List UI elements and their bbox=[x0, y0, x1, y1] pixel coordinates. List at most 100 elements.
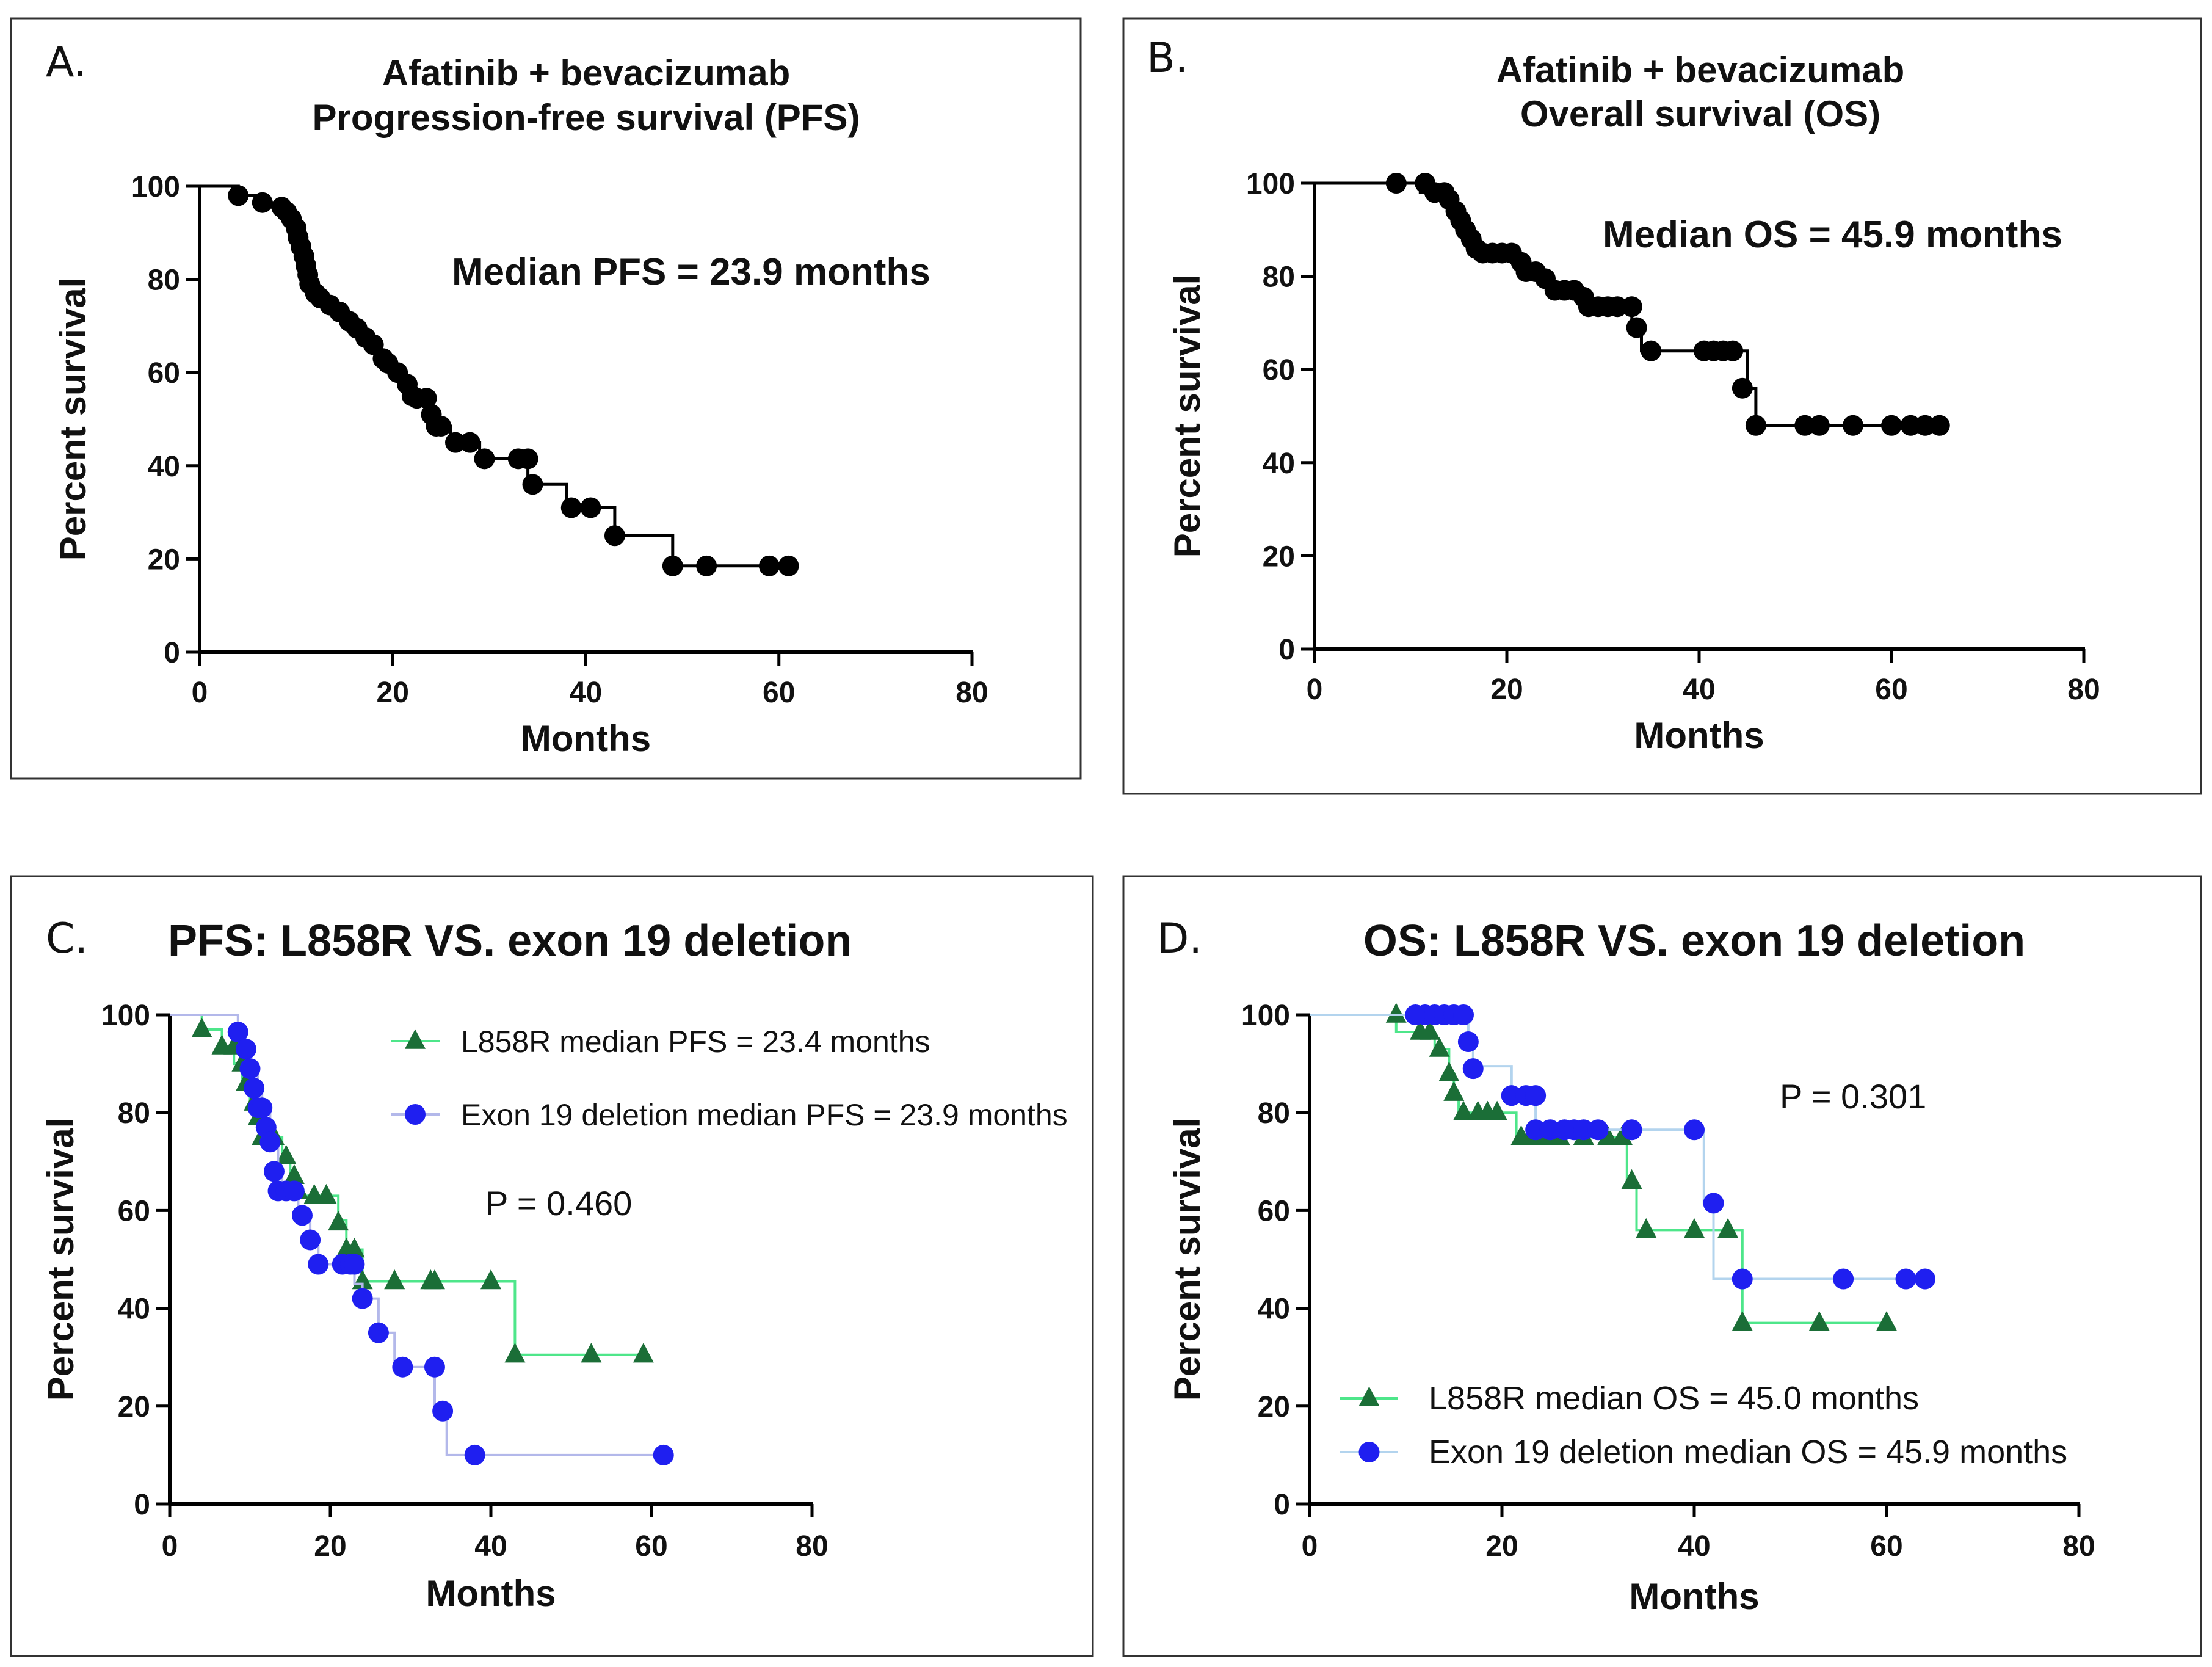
censor-marker-circle bbox=[1621, 296, 1642, 318]
x-tick-label: 40 bbox=[570, 677, 602, 709]
censor-marker-circle bbox=[1385, 173, 1407, 194]
survival-curve bbox=[1310, 1014, 1935, 1280]
panel-frame bbox=[1122, 875, 2202, 1657]
y-tick-label: 60 bbox=[148, 357, 180, 390]
censor-marker-triangle bbox=[480, 1269, 501, 1290]
censor-marker-circle bbox=[778, 555, 799, 576]
censor-marker-circle bbox=[464, 1444, 485, 1465]
y-axis-label: Percent survival bbox=[53, 278, 93, 561]
censor-marker-circle bbox=[522, 474, 543, 495]
chart-title-line: Afatinib + bevacizumab bbox=[1496, 49, 1905, 90]
censor-marker-circle bbox=[1833, 1268, 1854, 1290]
censor-marker-circle bbox=[662, 555, 683, 576]
chart-title-line: Afatinib + bevacizumab bbox=[382, 53, 791, 93]
censor-marker-circle bbox=[1900, 415, 1921, 436]
panel-letter: D. bbox=[1157, 915, 1202, 963]
y-tick-label: 100 bbox=[131, 171, 180, 203]
censor-marker-circle bbox=[416, 388, 437, 409]
x-axis-label: Months bbox=[426, 1573, 556, 1614]
y-tick-label: 60 bbox=[118, 1195, 150, 1227]
series-1 bbox=[1310, 1003, 1897, 1331]
panel-d: D. OS: L858R VS. exon 19 deletion 0 20 40 60 8… bbox=[1122, 875, 2202, 1657]
censor-marker-triangle bbox=[191, 1017, 212, 1037]
censor-marker-triangle bbox=[1385, 1003, 1407, 1023]
censor-marker-circle bbox=[239, 1058, 261, 1080]
censor-marker-circle bbox=[291, 1205, 313, 1226]
censor-marker-circle bbox=[1732, 1268, 1753, 1290]
censor-marker-triangle bbox=[424, 1269, 445, 1290]
censor-marker-triangle bbox=[1732, 1311, 1753, 1331]
y-tick-label: 20 bbox=[148, 543, 180, 576]
series-1 bbox=[1315, 173, 1950, 436]
censor-marker-triangle bbox=[1453, 1100, 1474, 1120]
censor-marker-circle bbox=[560, 497, 582, 518]
censor-marker-circle bbox=[259, 1131, 281, 1153]
y-tick-label: 40 bbox=[148, 451, 180, 483]
censor-marker-triangle bbox=[384, 1269, 405, 1290]
censor-marker-circle bbox=[1745, 415, 1766, 436]
x-tick-label: 40 bbox=[1683, 674, 1715, 706]
censor-marker-circle bbox=[1621, 1119, 1642, 1141]
censor-marker-circle bbox=[1794, 415, 1816, 436]
y-tick-label: 0 bbox=[1278, 634, 1295, 666]
censor-marker-circle bbox=[1915, 415, 1936, 436]
legend-marker-triangle bbox=[1358, 1386, 1380, 1406]
y-axis-label: Percent survival bbox=[40, 1118, 81, 1401]
censor-marker-triangle bbox=[316, 1183, 337, 1204]
censor-marker-circle bbox=[580, 497, 601, 518]
y-tick-label: 100 bbox=[1241, 1000, 1290, 1032]
x-tick-label: 0 bbox=[1302, 1530, 1318, 1563]
censor-marker-circle bbox=[1684, 1119, 1705, 1141]
censor-marker-circle bbox=[1915, 1268, 1935, 1290]
series-2 bbox=[1310, 1004, 1935, 1290]
y-tick-label: 40 bbox=[1263, 448, 1295, 480]
x-tick-label: 40 bbox=[474, 1530, 507, 1563]
censor-marker-circle bbox=[1895, 1268, 1916, 1290]
y-tick-label: 100 bbox=[101, 1000, 150, 1032]
x-tick-label: 80 bbox=[2067, 674, 2100, 706]
censor-marker-triangle bbox=[581, 1343, 602, 1363]
censor-marker-circle bbox=[263, 1161, 285, 1182]
censor-marker-circle bbox=[1722, 340, 1744, 361]
censor-marker-triangle bbox=[1684, 1218, 1705, 1238]
censor-marker-circle bbox=[235, 1039, 256, 1060]
x-tick-label: 40 bbox=[1678, 1530, 1710, 1563]
censor-marker-triangle bbox=[275, 1144, 297, 1164]
legend-marker-circle bbox=[1358, 1442, 1380, 1462]
censor-marker-circle bbox=[252, 1097, 273, 1119]
censor-marker-circle bbox=[283, 1180, 305, 1202]
censor-marker-circle bbox=[392, 1356, 413, 1378]
annotation-text: P = 0.301 bbox=[1780, 1077, 1926, 1116]
survival-curve bbox=[200, 184, 799, 568]
censor-marker-circle bbox=[459, 432, 480, 453]
x-tick-label: 80 bbox=[796, 1530, 828, 1563]
censor-marker-circle bbox=[227, 1022, 248, 1043]
censor-marker-circle bbox=[252, 192, 273, 213]
censor-marker-circle bbox=[1626, 317, 1647, 338]
panel-c: C. PFS: L858R VS. exon 19 deletion 0 20 40 60… bbox=[10, 875, 1094, 1657]
censor-marker-triangle bbox=[1717, 1218, 1739, 1238]
censor-marker-triangle bbox=[1611, 1125, 1633, 1145]
x-tick-label: 20 bbox=[1490, 674, 1523, 706]
legend-label: L858R median PFS = 23.4 months bbox=[461, 1025, 930, 1059]
y-tick-label: 80 bbox=[1263, 261, 1295, 294]
x-tick-label: 60 bbox=[635, 1530, 667, 1563]
y-tick-label: 20 bbox=[1263, 540, 1295, 573]
y-tick-label: 40 bbox=[1258, 1293, 1290, 1326]
y-tick-label: 0 bbox=[1274, 1489, 1290, 1521]
censor-marker-triangle bbox=[633, 1343, 654, 1363]
censor-marker-circle bbox=[517, 448, 538, 470]
censor-marker-circle bbox=[424, 1356, 445, 1378]
censor-marker-triangle bbox=[1443, 1081, 1465, 1101]
censor-marker-circle bbox=[308, 1254, 329, 1275]
chart-title-line: Overall survival (OS) bbox=[1520, 93, 1880, 134]
y-tick-label: 40 bbox=[118, 1293, 150, 1326]
censor-marker-circle bbox=[1607, 296, 1628, 318]
panel-letter: B. bbox=[1147, 34, 1188, 82]
panel-frame bbox=[10, 17, 1082, 780]
censor-marker-triangle bbox=[1808, 1311, 1830, 1331]
x-axis-label: Months bbox=[1634, 715, 1764, 756]
x-axis-label: Months bbox=[1629, 1576, 1759, 1617]
